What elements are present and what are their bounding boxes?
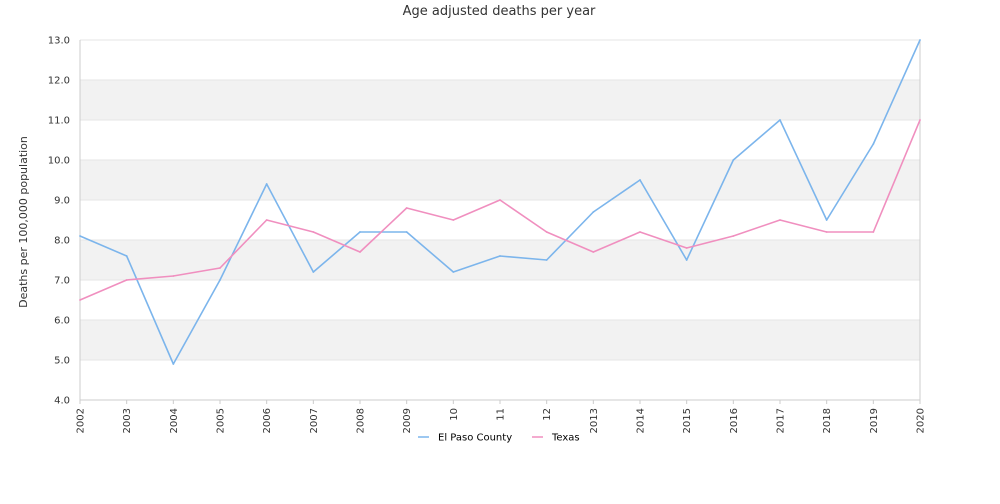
data-point: [872, 143, 875, 145]
data-point: [79, 299, 81, 301]
y-axis-ticks: 4.0 5.0 6.0 7.0 8.0 9.0 10.0 11.0 12.0 13.0: [48, 36, 70, 407]
series-layer: [79, 39, 921, 365]
data-point: [359, 251, 361, 253]
data-point: [592, 211, 595, 213]
plot-band: [80, 320, 920, 360]
legend-label: El Paso County: [438, 433, 512, 444]
data-point: [219, 279, 221, 281]
y-tick-label: 12.0: [48, 76, 70, 87]
x-tick-label: 2002: [76, 408, 87, 433]
plot-band: [80, 160, 920, 200]
y-tick-label: 11.0: [48, 116, 70, 127]
x-axis-ticks: 2002 2003 2004 2005 2006 2007 2008 2009 10 11 12 20…: [76, 400, 927, 433]
data-point: [779, 119, 781, 121]
data-point: [125, 279, 128, 281]
data-point: [359, 231, 361, 233]
data-point: [545, 259, 548, 261]
data-point: [545, 231, 548, 233]
y-tick-label: 6.0: [54, 316, 70, 327]
x-tick-label: 2018: [822, 408, 833, 433]
legend-label: Texas: [551, 433, 580, 444]
data-point: [172, 363, 175, 365]
x-tick-label: 2019: [869, 408, 880, 433]
data-point: [639, 179, 641, 181]
y-tick-label: 13.0: [48, 36, 70, 47]
x-tick-label: 2009: [402, 408, 413, 433]
y-tick-label: 8.0: [54, 236, 70, 247]
x-tick-label: 12: [542, 408, 553, 421]
data-point: [265, 183, 268, 185]
y-tick-label: 7.0: [54, 276, 70, 287]
data-point: [265, 219, 268, 221]
data-point: [685, 259, 688, 261]
x-tick-label: 11: [496, 408, 507, 421]
data-point: [405, 231, 408, 233]
data-point: [452, 271, 455, 273]
data-point: [452, 219, 455, 221]
data-point: [172, 275, 175, 277]
y-tick-label: 9.0: [54, 196, 70, 207]
x-tick-label: 2013: [589, 408, 600, 433]
data-point: [732, 159, 735, 161]
x-tick-label: 2020: [916, 408, 927, 433]
data-point: [872, 231, 875, 233]
x-tick-label: 2004: [169, 408, 180, 433]
data-point: [312, 271, 315, 273]
data-point: [79, 235, 81, 237]
data-point: [405, 207, 408, 209]
data-point: [919, 119, 921, 121]
data-point: [779, 219, 781, 221]
legend: El Paso County Texas: [418, 433, 580, 444]
y-tick-label: 4.0: [54, 396, 70, 407]
x-tick-label: 2015: [682, 408, 693, 433]
plot-band: [80, 240, 920, 280]
plot-bands: [80, 80, 920, 360]
data-point: [592, 251, 595, 253]
data-point: [639, 231, 641, 233]
y-tick-label: 10.0: [48, 156, 70, 167]
data-point: [499, 255, 501, 257]
data-point: [825, 231, 828, 233]
data-point: [499, 199, 501, 201]
data-point: [219, 267, 221, 269]
y-axis-label: Deaths per 100,000 population: [17, 136, 30, 308]
data-point: [732, 235, 735, 237]
data-point: [685, 247, 688, 249]
x-tick-label: 2016: [729, 408, 740, 433]
y-tick-label: 5.0: [54, 356, 70, 367]
x-tick-label: 2017: [776, 408, 787, 433]
data-point: [919, 39, 921, 41]
x-tick-label: 2007: [309, 408, 320, 433]
chart-title: Age adjusted deaths per year: [403, 4, 596, 19]
x-tick-label: 2003: [122, 408, 133, 433]
x-tick-label: 2006: [262, 408, 273, 433]
x-tick-label: 2008: [356, 408, 367, 433]
data-point: [125, 255, 128, 257]
plot-band: [80, 80, 920, 120]
x-tick-label: 2005: [216, 408, 227, 433]
x-tick-label: 2014: [636, 408, 647, 433]
data-point: [825, 219, 828, 221]
data-point: [312, 231, 315, 233]
x-tick-label: 10: [449, 408, 460, 421]
